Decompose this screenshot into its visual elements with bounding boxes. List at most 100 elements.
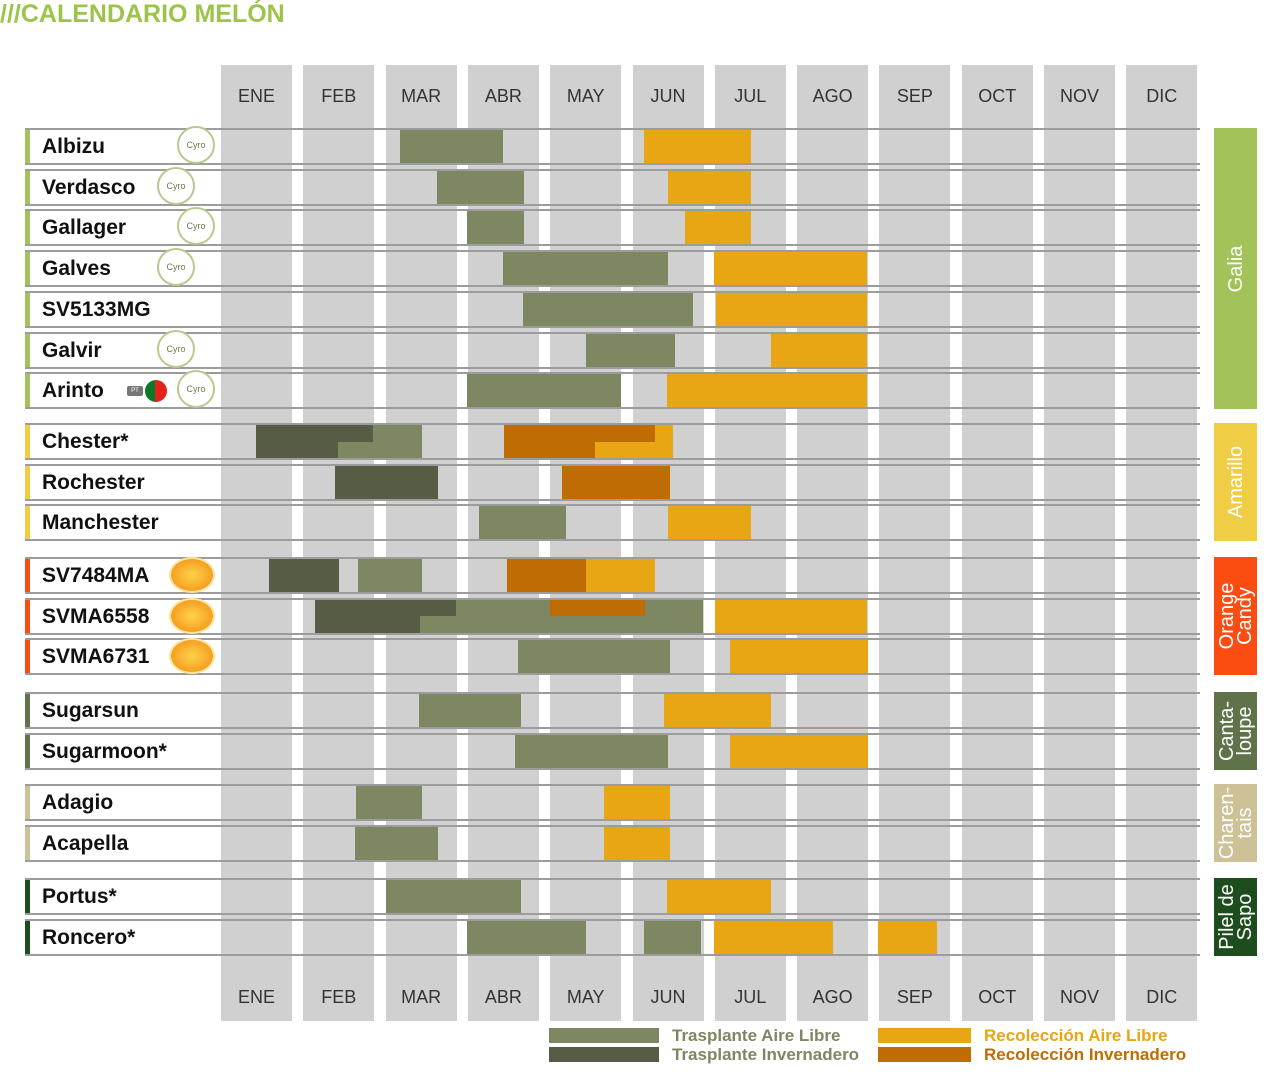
- orange-candy-logo-icon: [169, 638, 215, 675]
- legend-label: Recolección Invernadero: [984, 1045, 1187, 1064]
- group-color-stripe: [25, 130, 30, 163]
- variety-name: Galvir: [42, 338, 102, 362]
- month-label-top: SEP: [896, 86, 933, 106]
- variety-name: Verdasco: [42, 175, 136, 199]
- orange-candy-logo-icon: [169, 557, 215, 593]
- bar-ral: [667, 880, 771, 913]
- group-label-text: Canta- loupe: [1215, 700, 1256, 761]
- bar-ti: [335, 465, 439, 499]
- row-label: Sugarsun: [25, 692, 220, 729]
- month-label-top: FEB: [321, 86, 357, 106]
- bar-ti: [268, 559, 339, 592]
- group-color-stripe: [25, 786, 30, 819]
- month-label-top: JUN: [650, 86, 686, 106]
- group-color-stripe: [25, 599, 30, 633]
- group-label: Charen- tais: [1214, 784, 1257, 862]
- bar-tal: [518, 640, 671, 674]
- row-gridline: [25, 824, 1200, 862]
- row-label: Acapella: [25, 824, 220, 862]
- row-label: SVMA6731: [25, 638, 220, 676]
- row-label: Portus*: [25, 878, 220, 915]
- month-label-top: NOV: [1059, 86, 1099, 106]
- row-label: Rochester: [25, 463, 220, 501]
- month-label-bottom: MAR: [401, 987, 442, 1007]
- group-color-stripe: [25, 252, 30, 286]
- row-label: Gallager Cyro: [25, 207, 220, 247]
- bar-tal: [467, 374, 621, 408]
- month-label-top: MAR: [401, 86, 442, 106]
- row-gridline: [25, 168, 1200, 206]
- bar-tal: [373, 425, 422, 442]
- bar-ri: [507, 559, 586, 592]
- group-color-stripe: [25, 465, 30, 499]
- bar-ral: [877, 920, 937, 954]
- group-color-stripe: [25, 559, 30, 592]
- row-gridline: [25, 290, 1200, 328]
- cyro-logo-icon: Cyro: [157, 248, 195, 287]
- month-label-top: AGO: [812, 86, 853, 106]
- month-label-bottom: ABR: [484, 987, 522, 1007]
- cyro-logo-icon: Cyro: [157, 329, 195, 368]
- month-label-top: ENE: [237, 86, 275, 106]
- group-color-stripe: [25, 333, 30, 367]
- month-label-top: DIC: [1146, 86, 1178, 106]
- group-color-stripe: [25, 640, 30, 674]
- bar-ral: [603, 786, 671, 819]
- bar-ral: [685, 211, 751, 245]
- bar-tal: [514, 734, 668, 768]
- group-label: Orange Candy: [1214, 557, 1257, 676]
- variety-name: Roncero*: [42, 925, 136, 949]
- group-color-stripe: [25, 170, 30, 204]
- cyro-logo-icon: Cyro: [177, 370, 215, 409]
- month-label-top: MAY: [566, 86, 605, 106]
- bar-tal: [523, 292, 694, 326]
- row-label: Adagio: [25, 784, 220, 821]
- bar-ti: [314, 616, 421, 633]
- group-color-stripe: [25, 425, 30, 458]
- group-label-text: Charen- tais: [1215, 786, 1256, 859]
- month-label-bottom: JUL: [734, 987, 767, 1007]
- group-label-text: Galia: [1224, 245, 1247, 292]
- month-label-top: JUL: [734, 86, 767, 106]
- orange-candy-logo-icon: [169, 597, 215, 634]
- variety-name: Rochester: [42, 470, 145, 494]
- row-gridline: [25, 128, 1200, 165]
- bar-ral: [594, 441, 673, 458]
- bar-tal: [478, 506, 566, 540]
- group-color-stripe: [25, 880, 30, 913]
- group-color-stripe: [25, 826, 30, 860]
- month-label-bottom: JUN: [650, 987, 686, 1007]
- variety-name: Manchester: [42, 511, 159, 535]
- row-gridline: [25, 732, 1200, 770]
- variety-name: SV7484MA: [42, 564, 150, 587]
- group-color-stripe: [25, 211, 30, 245]
- bar-ri: [561, 465, 671, 499]
- row-gridline: [25, 423, 1200, 460]
- month-label-top: OCT: [978, 86, 1017, 106]
- bar-tal: [399, 130, 504, 163]
- month-label-bottom: OCT: [978, 987, 1017, 1007]
- group-label-text: Pilel de Sapo: [1215, 884, 1256, 950]
- bar-tal: [355, 786, 422, 819]
- row-gridline: [25, 918, 1200, 956]
- variety-name: SVMA6558: [42, 604, 150, 628]
- row-label: Galves Cyro: [25, 248, 220, 288]
- bar-ral: [729, 640, 868, 674]
- row-gridline: [25, 504, 1200, 542]
- variety-name: Albizu: [42, 135, 105, 158]
- variety-name: Portus*: [42, 885, 117, 908]
- bar-tal: [467, 211, 524, 245]
- bar-ti: [314, 599, 457, 617]
- bar-tal: [456, 599, 551, 617]
- group-label: Amarillo: [1214, 423, 1257, 542]
- row-gridline: [25, 638, 1200, 676]
- month-label-bottom: DIC: [1146, 987, 1178, 1007]
- group-color-stripe: [25, 734, 30, 768]
- row-gridline: [25, 331, 1200, 369]
- bar-tal: [357, 559, 422, 592]
- bar-ral: [713, 920, 834, 954]
- bar-ral: [663, 694, 771, 727]
- legend-swatch: [878, 1028, 971, 1043]
- bar-tal: [337, 441, 422, 458]
- row-label: SV7484MA: [25, 557, 220, 594]
